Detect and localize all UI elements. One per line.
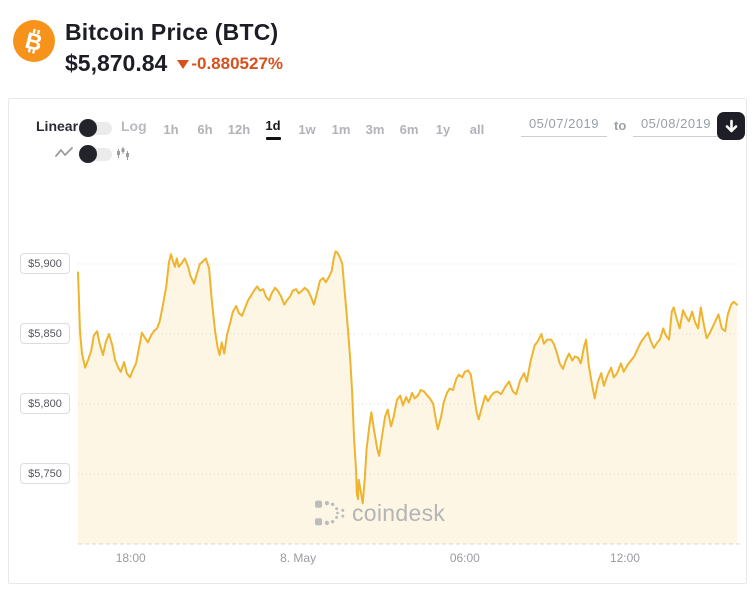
- y-axis-label: $5,750: [20, 463, 70, 484]
- chart-type-toggle[interactable]: [79, 145, 112, 163]
- scale-toggle[interactable]: [79, 119, 112, 137]
- chart-panel: Linear Log 1h 6h 12h 1d 1w 1m 3m 6m 1y all to: [8, 98, 747, 584]
- down-triangle-icon: [177, 60, 190, 70]
- range-button-1y[interactable]: 1y: [431, 118, 455, 140]
- scale-log-label[interactable]: Log: [121, 118, 147, 134]
- download-button[interactable]: [717, 112, 745, 140]
- range-button-6m[interactable]: 6m: [397, 118, 421, 140]
- bitcoin-icon: B: [13, 20, 55, 62]
- price-line: [77, 250, 738, 505]
- date-to-input[interactable]: [633, 116, 719, 137]
- coindesk-wordmark: coindesk: [352, 499, 446, 526]
- range-button-1d[interactable]: 1d: [261, 118, 285, 140]
- date-to-label: to: [614, 118, 627, 133]
- price-area: [78, 251, 737, 544]
- y-axis-label: $5,900: [20, 253, 70, 274]
- x-axis-label: 8. May: [280, 551, 317, 565]
- x-axis-label: 12:00: [609, 551, 640, 565]
- scale-linear-label[interactable]: Linear: [36, 118, 79, 134]
- price-row: $5,870.84 -0.880527%: [65, 50, 283, 77]
- range-button-1m[interactable]: 1m: [329, 118, 353, 140]
- line-chart-icon[interactable]: [55, 147, 73, 159]
- download-arrow-icon: [725, 119, 737, 132]
- date-from-input[interactable]: [521, 116, 607, 137]
- coindesk-logo-icon: [315, 500, 345, 526]
- toggle-knob: [79, 119, 97, 137]
- toggle-knob: [79, 145, 97, 163]
- range-button-6h[interactable]: 6h: [193, 118, 217, 140]
- y-axis-label: $5,850: [20, 323, 70, 344]
- svg-text:B: B: [23, 27, 45, 56]
- header: B Bitcoin Price (BTC) $5,870.84 -0.88052…: [13, 20, 283, 77]
- page-title: Bitcoin Price (BTC): [65, 19, 279, 45]
- price-chart[interactable]: [9, 99, 746, 583]
- current-price: $5,870.84: [65, 50, 168, 77]
- range-button-1h[interactable]: 1h: [159, 118, 183, 140]
- x-axis-label: 06:00: [449, 551, 480, 565]
- candlestick-icon[interactable]: [116, 146, 130, 160]
- y-axis-label: $5,800: [20, 393, 70, 414]
- range-buttons: 1h 6h 12h 1d 1w 1m 3m 6m 1y all: [159, 118, 489, 140]
- range-button-12h[interactable]: 12h: [227, 118, 251, 140]
- title-block: Bitcoin Price (BTC) $5,870.84 -0.880527%: [65, 20, 283, 77]
- x-axis-label: 18:00: [115, 551, 146, 565]
- range-button-3m[interactable]: 3m: [363, 118, 387, 140]
- range-button-1w[interactable]: 1w: [295, 118, 319, 140]
- range-button-all[interactable]: all: [465, 118, 489, 140]
- coindesk-watermark: coindesk: [315, 499, 445, 527]
- price-change: -0.880527%: [191, 53, 284, 73]
